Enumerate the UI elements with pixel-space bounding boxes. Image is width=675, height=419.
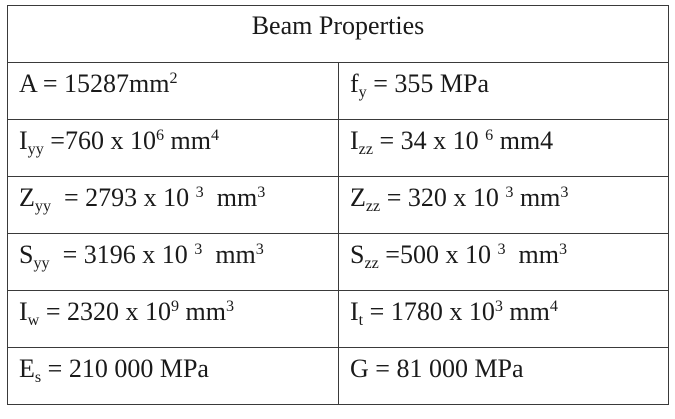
torsion-constant-cell: It = 1780 x 103 mm4 bbox=[337, 290, 670, 348]
text-run: = 2320 x 10 bbox=[39, 297, 171, 326]
superscript: 3 bbox=[505, 184, 514, 202]
superscript: 3 bbox=[195, 184, 204, 202]
subscript: zz bbox=[365, 197, 381, 215]
subscript: y bbox=[358, 83, 367, 101]
elastic-modulus-yy-cell: Zyy = 2793 x 10 3 mm3 bbox=[7, 176, 339, 234]
text-run: =500 x 10 bbox=[378, 240, 498, 269]
yield-strength-cell: fy = 355 MPa bbox=[337, 62, 670, 120]
text-run: S bbox=[19, 240, 34, 269]
second-moment-zz-value: Izz = 34 x 10 6 mm4 bbox=[350, 126, 554, 158]
superscript: 9 bbox=[170, 298, 180, 316]
shear-modulus-value: G = 81 000 MPa bbox=[350, 354, 524, 383]
superscript: 3 bbox=[226, 298, 235, 316]
superscript: 4 bbox=[549, 298, 558, 316]
second-moment-zz-cell: Izz = 34 x 10 6 mm4 bbox=[337, 119, 670, 177]
area-cell: A = 15287mm2 bbox=[7, 62, 339, 120]
table-row: Es = 210 000 MPa G = 81 000 MPa bbox=[7, 347, 670, 405]
torsion-constant-value: It = 1780 x 103 mm4 bbox=[350, 297, 558, 329]
plastic-modulus-zz-value: Szz =500 x 10 3 mm3 bbox=[350, 240, 568, 272]
superscript: 3 bbox=[257, 184, 266, 202]
superscript: 6 bbox=[485, 127, 494, 145]
text-run: mm bbox=[202, 240, 256, 269]
text-run: mm4 bbox=[493, 126, 554, 155]
subscript: yy bbox=[27, 140, 44, 158]
subscript: w bbox=[27, 311, 40, 329]
text-run: = 210 000 MPa bbox=[41, 354, 209, 383]
table-row: Iyy =760 x 106 mm4 Izz = 34 x 10 6 mm4 bbox=[7, 119, 670, 177]
text-run: = 355 MPa bbox=[366, 69, 490, 98]
table-row: Syy = 3196 x 10 3 mm3 Szz =500 x 10 3 mm3 bbox=[7, 233, 670, 291]
subscript: t bbox=[358, 311, 364, 329]
superscript: 3 bbox=[194, 241, 203, 259]
warping-constant-value: Iw = 2320 x 109 mm3 bbox=[19, 297, 235, 329]
beam-properties-table: Beam Properties A = 15287mm2 fy = 355 MPa… bbox=[6, 5, 670, 405]
second-moment-yy-value: Iyy =760 x 106 mm4 bbox=[19, 126, 220, 158]
subscript: yy bbox=[34, 197, 51, 215]
superscript: 3 bbox=[255, 241, 264, 259]
second-moment-yy-cell: Iyy =760 x 106 mm4 bbox=[7, 119, 339, 177]
table-body: A = 15287mm2 fy = 355 MPa Iyy =760 x 106 m… bbox=[7, 62, 670, 405]
text-run: Z bbox=[19, 183, 35, 212]
plastic-modulus-zz-cell: Szz =500 x 10 3 mm3 bbox=[337, 233, 670, 291]
text-run: mm bbox=[164, 126, 211, 155]
superscript: 2 bbox=[169, 70, 178, 88]
text-run: S bbox=[350, 240, 365, 269]
table-title-row: Beam Properties bbox=[6, 5, 670, 63]
superscript: 3 bbox=[558, 241, 568, 259]
text-run: = 1780 x 10 bbox=[363, 297, 495, 326]
text-run: G = 81 000 MPa bbox=[350, 354, 524, 383]
text-run: f bbox=[350, 69, 359, 98]
warping-constant-cell: Iw = 2320 x 109 mm3 bbox=[7, 290, 339, 348]
text-run: mm bbox=[179, 297, 226, 326]
text-run: = 2793 x 10 bbox=[51, 183, 196, 212]
plastic-modulus-yy-value: Syy = 3196 x 10 3 mm3 bbox=[19, 240, 264, 272]
text-run: I bbox=[350, 297, 359, 326]
table-row: Zyy = 2793 x 10 3 mm3 Zzz = 320 x 10 3 mm… bbox=[7, 176, 670, 234]
text-run: Z bbox=[350, 183, 366, 212]
text-run: mm bbox=[502, 297, 550, 326]
subscript: yy bbox=[33, 254, 50, 272]
area-value: A = 15287mm2 bbox=[19, 69, 178, 98]
plastic-modulus-yy-cell: Syy = 3196 x 10 3 mm3 bbox=[7, 233, 339, 291]
text-run: I bbox=[19, 297, 28, 326]
subscript: s bbox=[34, 368, 42, 386]
text-run: I bbox=[350, 126, 359, 155]
superscript: 6 bbox=[155, 127, 165, 145]
superscript: 4 bbox=[210, 127, 220, 145]
elastic-modulus-zz-value: Zzz = 320 x 10 3 mm3 bbox=[350, 183, 569, 215]
elastic-modulus-zz-cell: Zzz = 320 x 10 3 mm3 bbox=[337, 176, 670, 234]
table-row: Iw = 2320 x 109 mm3 It = 1780 x 103 mm4 bbox=[7, 290, 670, 348]
text-run: E bbox=[19, 354, 35, 383]
table-title: Beam Properties bbox=[251, 11, 425, 40]
youngs-modulus-value: Es = 210 000 MPa bbox=[19, 354, 209, 386]
text-run: = 34 x 10 bbox=[372, 126, 486, 155]
superscript: 3 bbox=[494, 298, 503, 316]
shear-modulus-cell: G = 81 000 MPa bbox=[337, 347, 670, 405]
subscript: zz bbox=[364, 254, 379, 272]
youngs-modulus-cell: Es = 210 000 MPa bbox=[7, 347, 339, 405]
text-run: mm bbox=[513, 183, 561, 212]
yield-strength-value: fy = 355 MPa bbox=[350, 69, 490, 101]
table-title-cell: Beam Properties bbox=[6, 5, 670, 63]
superscript: 3 bbox=[497, 241, 506, 259]
text-run: =760 x 10 bbox=[43, 126, 156, 155]
text-run: A = 15287mm bbox=[19, 69, 170, 98]
text-run: = 320 x 10 bbox=[380, 183, 506, 212]
superscript: 3 bbox=[560, 184, 569, 202]
elastic-modulus-yy-value: Zyy = 2793 x 10 3 mm3 bbox=[19, 183, 266, 215]
text-run: mm bbox=[505, 240, 559, 269]
text-run: mm bbox=[203, 183, 258, 212]
subscript: zz bbox=[358, 140, 373, 158]
table-row: A = 15287mm2 fy = 355 MPa bbox=[7, 62, 670, 120]
text-run: I bbox=[19, 126, 28, 155]
text-run: = 3196 x 10 bbox=[49, 240, 195, 269]
